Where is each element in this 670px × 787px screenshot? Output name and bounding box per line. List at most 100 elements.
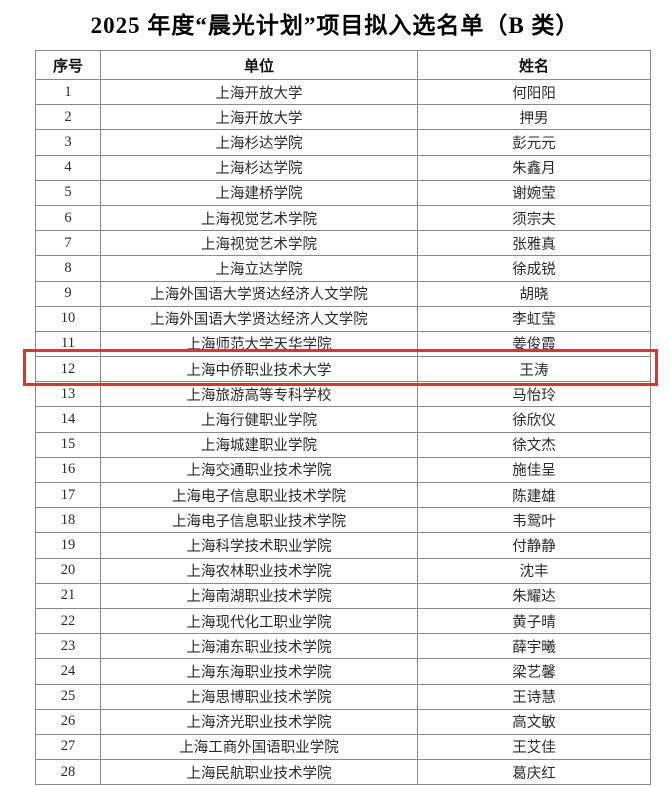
row-number-cell: 25 (35, 683, 101, 710)
table-row: 25 上海思博职业技术学院 王诗慧 (35, 683, 651, 710)
name-cell: 陈建雄 (417, 481, 651, 509)
row-number-cell: 3 (35, 129, 101, 156)
table-row: 22 上海现代化工职业学院 黄子晴 (35, 607, 651, 635)
column-header-unit: 单位 (100, 50, 418, 80)
row-number-cell: 5 (35, 179, 101, 206)
name-cell: 薛宇曦 (417, 633, 651, 660)
name-cell: 葛庆红 (417, 759, 651, 786)
row-number-cell: 8 (35, 255, 101, 282)
page-title: 2025 年度“晨光计划”项目拟入选名单（B 类） (90, 13, 580, 38)
name-cell: 王艾佳 (417, 733, 651, 761)
unit-cell: 上海思博职业技术学院 (100, 683, 418, 710)
unit-cell: 上海民航职业技术学院 (100, 759, 418, 786)
table-row: 5 上海建桥学院 谢婉莹 (35, 179, 651, 206)
name-cell: 徐成锐 (417, 255, 651, 282)
table-row: 10 上海外国语大学贤达经济人文学院 李虹莹 (35, 305, 651, 332)
name-cell: 谢婉莹 (417, 179, 651, 206)
unit-cell: 上海视觉艺术学院 (100, 204, 418, 232)
row-number-cell: 18 (35, 507, 101, 534)
row-number-cell: 10 (35, 305, 101, 332)
name-cell: 须宗夫 (417, 204, 651, 232)
table-row: 16 上海交通职业技术学院 施佳呈 (35, 456, 651, 484)
name-cell: 胡晓 (417, 280, 651, 307)
table-row: 7 上海视觉艺术学院 张雅真 (35, 230, 651, 257)
name-cell: 徐文杰 (417, 431, 651, 458)
table-row: 12 上海中侨职业技术大学 王涛 (35, 356, 651, 383)
name-cell: 押男 (417, 104, 651, 131)
unit-cell: 上海科学技术职业学院 (100, 532, 418, 559)
unit-cell: 上海城建职业学院 (100, 431, 418, 458)
unit-cell: 上海电子信息职业技术学院 (100, 481, 418, 509)
table-row: 26 上海济光职业技术学院 高文敏 (35, 708, 651, 735)
row-number-cell: 19 (35, 532, 101, 559)
row-number-cell: 15 (35, 431, 101, 458)
name-cell: 黄子晴 (417, 607, 651, 635)
unit-cell: 上海杉达学院 (100, 154, 418, 181)
unit-cell: 上海杉达学院 (100, 129, 418, 156)
row-number-cell: 21 (35, 582, 101, 609)
unit-cell: 上海旅游高等专科学校 (100, 381, 418, 408)
unit-cell: 上海视觉艺术学院 (100, 230, 418, 257)
name-cell: 朱耀达 (417, 582, 651, 609)
name-cell: 朱鑫月 (417, 154, 651, 181)
name-cell: 高文敏 (417, 708, 651, 735)
name-cell: 何阳阳 (417, 78, 651, 106)
table-row: 19 上海科学技术职业学院 付静静 (35, 532, 651, 559)
table-row: 27 上海工商外国语职业学院 王艾佳 (35, 733, 651, 761)
row-number-cell: 11 (35, 330, 101, 358)
table-row: 4 上海杉达学院 朱鑫月 (35, 154, 651, 181)
unit-cell: 上海交通职业技术学院 (100, 456, 418, 484)
unit-cell: 上海济光职业技术学院 (100, 708, 418, 735)
unit-cell: 上海浦东职业技术学院 (100, 633, 418, 660)
name-cell: 韦鸳叶 (417, 507, 651, 534)
unit-cell: 上海农林职业技术学院 (100, 557, 418, 584)
row-number-cell: 23 (35, 633, 101, 660)
row-number-cell: 17 (35, 481, 101, 509)
unit-cell: 上海立达学院 (100, 255, 418, 282)
table-row: 17 上海电子信息职业技术学院 陈建雄 (35, 481, 651, 509)
name-cell: 施佳呈 (417, 456, 651, 484)
table-row: 24 上海东海职业技术学院 梁艺馨 (35, 658, 651, 685)
unit-cell: 上海现代化工职业学院 (100, 607, 418, 635)
header-row: 序号 单位 姓名 (35, 50, 651, 80)
table-row: 18 上海电子信息职业技术学院 韦鸳叶 (35, 507, 651, 534)
unit-cell: 上海建桥学院 (100, 179, 418, 206)
row-number-cell: 12 (35, 356, 101, 383)
name-cell: 彭元元 (417, 129, 651, 156)
table-row: 13 上海旅游高等专科学校 马怡玲 (35, 381, 651, 408)
unit-cell: 上海行健职业学院 (100, 406, 418, 433)
row-number-cell: 6 (35, 204, 101, 232)
row-number-cell: 24 (35, 658, 101, 685)
unit-cell: 上海开放大学 (100, 78, 418, 106)
name-cell: 梁艺馨 (417, 658, 651, 685)
unit-cell: 上海外国语大学贤达经济人文学院 (100, 305, 418, 332)
table-row: 2 上海开放大学 押男 (35, 104, 651, 131)
name-cell: 沈丰 (417, 557, 651, 584)
table-row: 15 上海城建职业学院 徐文杰 (35, 431, 651, 458)
table-row: 14 上海行健职业学院 徐欣仪 (35, 406, 651, 433)
table-row: 20 上海农林职业技术学院 沈丰 (35, 557, 651, 584)
row-number-cell: 22 (35, 607, 101, 635)
name-cell: 徐欣仪 (417, 406, 651, 433)
unit-cell: 上海南湖职业技术学院 (100, 582, 418, 609)
unit-cell: 上海电子信息职业技术学院 (100, 507, 418, 534)
row-number-cell: 28 (35, 759, 101, 786)
unit-cell: 上海工商外国语职业学院 (100, 733, 418, 761)
column-header-name: 姓名 (417, 50, 651, 80)
name-cell: 姜俊霞 (417, 330, 651, 358)
unit-cell: 上海外国语大学贤达经济人文学院 (100, 280, 418, 307)
row-number-cell: 14 (35, 406, 101, 433)
roster-table-body: 1 上海开放大学 何阳阳 2 上海开放大学 押男 3 上海杉达学院 彭元元 4 上海杉达学院 朱鑫月 5… (35, 78, 651, 786)
table-row: 8 上海立达学院 徐成锐 (35, 255, 651, 282)
table-row: 23 上海浦东职业技术学院 薛宇曦 (35, 633, 651, 660)
row-number-cell: 27 (35, 733, 101, 761)
row-number-cell: 16 (35, 456, 101, 484)
name-cell: 马怡玲 (417, 381, 651, 408)
table-row: 3 上海杉达学院 彭元元 (35, 129, 651, 156)
table-row: 11 上海师范大学天华学院 姜俊霞 (35, 330, 651, 358)
row-number-cell: 26 (35, 708, 101, 735)
table-row: 28 上海民航职业技术学院 葛庆红 (35, 759, 651, 786)
row-number-cell: 13 (35, 381, 101, 408)
row-number-cell: 7 (35, 230, 101, 257)
